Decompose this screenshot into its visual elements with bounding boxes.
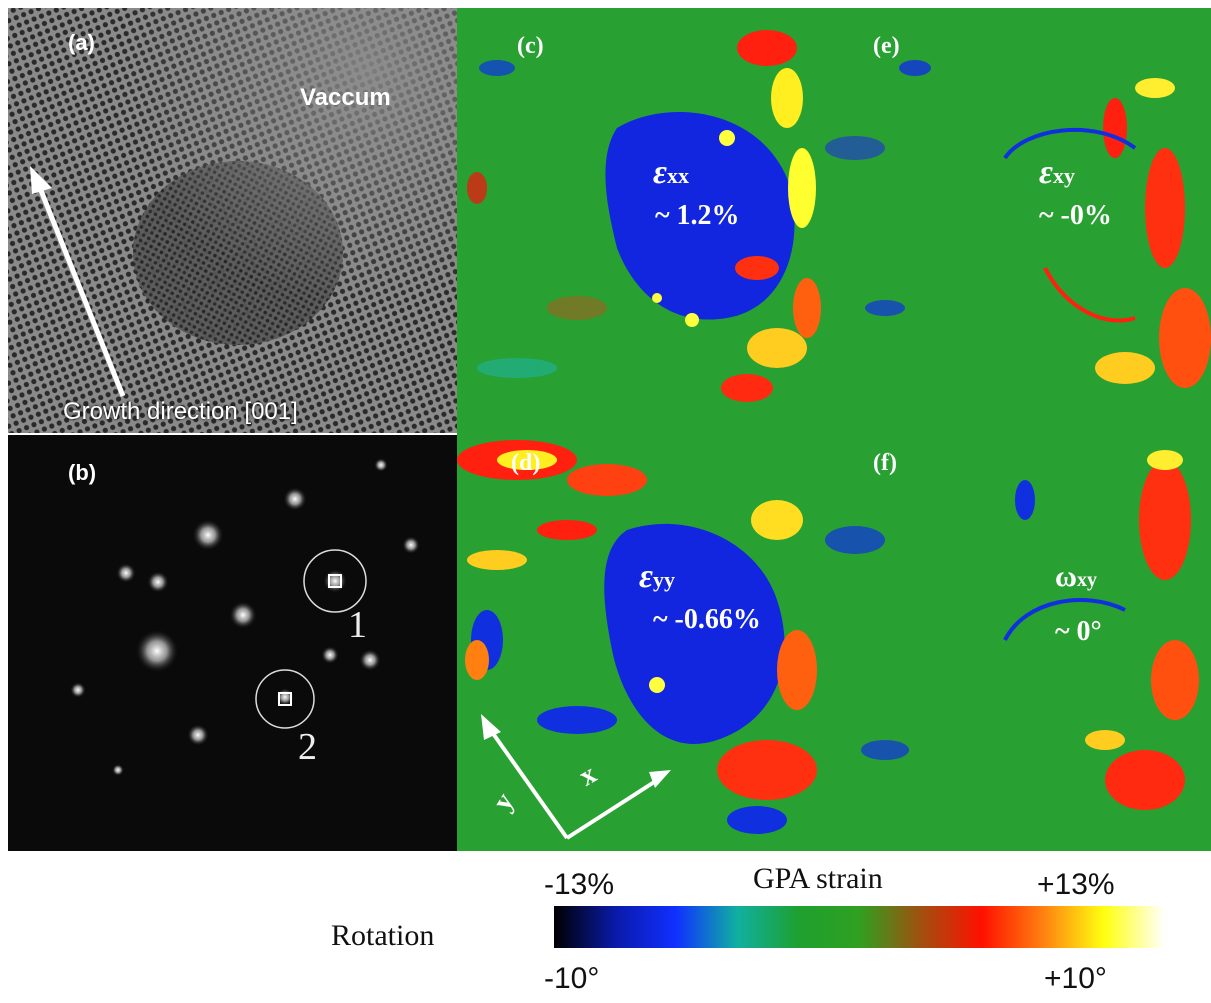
omega-symbol: ωxy <box>1055 560 1097 594</box>
panel-a-label: (a) <box>68 30 95 55</box>
panel-c-exx-map: (c) εxx ~ 1.2% <box>457 8 825 420</box>
panel-f-label: (f) <box>873 450 897 476</box>
spot-2-label: 2 <box>298 726 317 768</box>
exy-value: ~ -0% <box>1039 200 1112 231</box>
panel-a-hrtem: (a) Vaccum Growth direction [001] <box>8 8 457 433</box>
colorbar-gradient <box>554 906 1165 948</box>
exx-symbol: εxx <box>653 154 689 192</box>
panel-d-eyy-map: (d) εyy ~ -0.66% y x <box>457 420 825 851</box>
rotation-max-label: +10° <box>1044 962 1107 995</box>
eyy-strain-map <box>457 440 817 834</box>
eyy-greek: ε <box>639 558 653 595</box>
xy-axes-arrows <box>481 714 671 840</box>
exy-symbol: εxy <box>1039 154 1075 192</box>
eyy-value: ~ -0.66% <box>653 604 761 635</box>
panel-d-label: (d) <box>511 450 541 476</box>
exx-greek: ε <box>653 154 667 191</box>
growth-direction-label: Growth direction [001] <box>63 398 298 425</box>
panel-f-rotation-map: (f) ωxy ~ 0° <box>825 420 1211 851</box>
panel-b-label: (b) <box>68 460 97 485</box>
omega-greek: ω <box>1055 560 1077 593</box>
panel-c-label: (c) <box>517 33 544 59</box>
panel-e-label: (e) <box>873 33 900 59</box>
mask-circle-2 <box>255 669 315 729</box>
rotation-min-label: -10° <box>544 962 600 995</box>
eyy-subscript: yy <box>652 567 675 592</box>
fft-spots <box>70 458 420 776</box>
hrtem-lattice-image <box>8 8 457 433</box>
vacuum-label: Vaccum <box>300 84 391 111</box>
exy-greek: ε <box>1039 154 1053 191</box>
strain-min-label: -13% <box>544 868 615 901</box>
spot-1-label: 1 <box>348 604 367 646</box>
mask-circle-1 <box>303 549 367 613</box>
rotation-label: Rotation <box>331 919 435 952</box>
growth-arrow <box>35 182 126 397</box>
exy-strain-map <box>825 60 1211 388</box>
rotation-value: ~ 0° <box>1055 616 1102 647</box>
omega-subscript: xy <box>1076 569 1097 591</box>
exx-value: ~ 1.2% <box>655 200 740 231</box>
exx-strain-map <box>467 30 821 402</box>
exy-subscript: xy <box>1052 163 1075 188</box>
fft-pattern <box>70 458 420 776</box>
panel-e-exy-map: (e) εxy ~ -0% <box>825 8 1211 420</box>
colorbar-title: GPA strain <box>753 862 883 895</box>
strain-max-label: +13% <box>1037 868 1115 901</box>
panel-b-fft: (b) 1 2 <box>8 435 457 851</box>
exx-subscript: xx <box>666 163 689 188</box>
eyy-symbol: εyy <box>639 558 675 596</box>
rotation-map <box>825 450 1199 810</box>
